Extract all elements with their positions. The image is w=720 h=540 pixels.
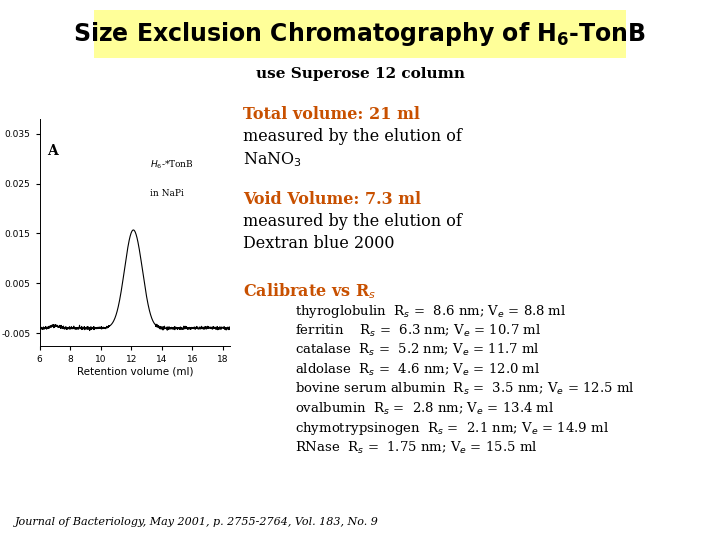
Text: Journal of Bacteriology, May 2001, p. 2755-2764, Vol. 183, No. 9: Journal of Bacteriology, May 2001, p. 27… bbox=[15, 517, 379, 527]
Text: Total volume: 21 ml: Total volume: 21 ml bbox=[243, 106, 420, 123]
Text: ferritin    R$_s$ =  6.3 nm; V$_e$ = 10.7 ml: ferritin R$_s$ = 6.3 nm; V$_e$ = 10.7 ml bbox=[295, 322, 541, 339]
Text: NaNO$_3$: NaNO$_3$ bbox=[243, 150, 302, 168]
Text: Size Exclusion Chromatography of $\mathregular{H_6}$-TonB: Size Exclusion Chromatography of $\mathr… bbox=[73, 20, 647, 48]
Text: RNase  R$_s$ =  1.75 nm; V$_e$ = 15.5 ml: RNase R$_s$ = 1.75 nm; V$_e$ = 15.5 ml bbox=[295, 440, 537, 456]
Text: measured by the elution of: measured by the elution of bbox=[243, 213, 462, 230]
Text: in NaPi: in NaPi bbox=[150, 188, 184, 198]
Text: Calibrate vs R$_s$: Calibrate vs R$_s$ bbox=[243, 281, 377, 301]
X-axis label: Retention volume (ml): Retention volume (ml) bbox=[77, 367, 193, 376]
Text: Void Volume: 7.3 ml: Void Volume: 7.3 ml bbox=[243, 191, 421, 208]
Text: thyroglobulin  R$_s$ =  8.6 nm; V$_e$ = 8.8 ml: thyroglobulin R$_s$ = 8.6 nm; V$_e$ = 8.… bbox=[295, 303, 567, 320]
Text: measured by the elution of: measured by the elution of bbox=[243, 128, 462, 145]
Text: Dextran blue 2000: Dextran blue 2000 bbox=[243, 235, 395, 252]
Text: aldolase  R$_s$ =  4.6 nm; V$_e$ = 12.0 ml: aldolase R$_s$ = 4.6 nm; V$_e$ = 12.0 ml bbox=[295, 361, 540, 377]
Text: chymotrypsinogen  R$_s$ =  2.1 nm; V$_e$ = 14.9 ml: chymotrypsinogen R$_s$ = 2.1 nm; V$_e$ =… bbox=[295, 420, 609, 437]
Text: catalase  R$_s$ =  5.2 nm; V$_e$ = 11.7 ml: catalase R$_s$ = 5.2 nm; V$_e$ = 11.7 ml bbox=[295, 342, 540, 358]
Text: $H_6$-*TonB: $H_6$-*TonB bbox=[150, 159, 194, 171]
Text: A: A bbox=[48, 144, 58, 158]
Text: bovine serum albumin  R$_s$ =  3.5 nm; V$_e$ = 12.5 ml: bovine serum albumin R$_s$ = 3.5 nm; V$_… bbox=[295, 381, 634, 397]
Text: ovalbumin  R$_s$ =  2.8 nm; V$_e$ = 13.4 ml: ovalbumin R$_s$ = 2.8 nm; V$_e$ = 13.4 m… bbox=[295, 401, 554, 416]
Text: use Superose 12 column: use Superose 12 column bbox=[256, 67, 464, 81]
FancyBboxPatch shape bbox=[94, 10, 626, 58]
